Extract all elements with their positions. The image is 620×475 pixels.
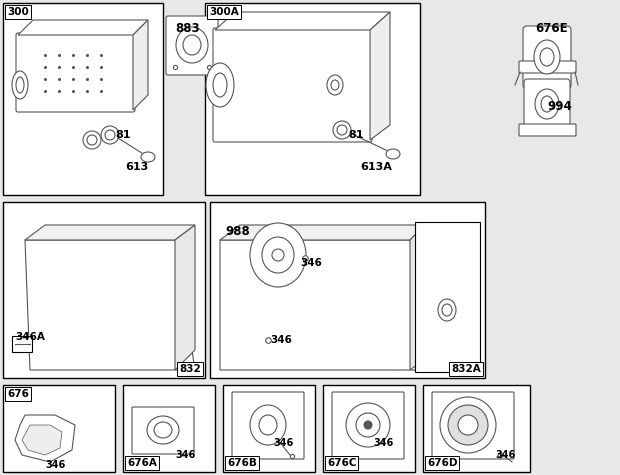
Ellipse shape — [16, 77, 24, 93]
Text: 883: 883 — [175, 22, 200, 35]
Text: 676D: 676D — [427, 458, 458, 468]
Ellipse shape — [386, 149, 400, 159]
Text: 613A: 613A — [360, 162, 392, 172]
FancyBboxPatch shape — [16, 33, 135, 112]
Ellipse shape — [250, 405, 286, 445]
Ellipse shape — [87, 135, 97, 145]
Ellipse shape — [250, 223, 306, 287]
FancyBboxPatch shape — [166, 16, 218, 75]
Text: 346: 346 — [273, 438, 293, 448]
Ellipse shape — [541, 96, 553, 112]
FancyBboxPatch shape — [332, 392, 404, 459]
FancyBboxPatch shape — [232, 392, 304, 459]
Ellipse shape — [458, 415, 478, 435]
Text: 613: 613 — [125, 162, 148, 172]
Text: 346: 346 — [373, 438, 393, 448]
Text: 81: 81 — [348, 130, 363, 140]
Ellipse shape — [176, 27, 208, 63]
Text: 300: 300 — [7, 7, 29, 17]
Ellipse shape — [272, 249, 284, 261]
Polygon shape — [22, 425, 62, 455]
Ellipse shape — [534, 40, 560, 74]
Text: 346: 346 — [495, 450, 515, 460]
FancyBboxPatch shape — [523, 26, 571, 89]
Polygon shape — [220, 225, 425, 240]
Text: 300A: 300A — [209, 7, 239, 17]
Text: 346: 346 — [45, 460, 65, 470]
Ellipse shape — [442, 304, 452, 316]
Ellipse shape — [440, 397, 496, 453]
FancyBboxPatch shape — [432, 392, 514, 459]
Polygon shape — [220, 240, 430, 370]
Polygon shape — [15, 415, 75, 462]
Ellipse shape — [448, 405, 488, 445]
Text: 676C: 676C — [327, 458, 356, 468]
Text: 346: 346 — [300, 258, 322, 268]
FancyBboxPatch shape — [213, 28, 372, 142]
Text: 346: 346 — [175, 450, 195, 460]
Bar — [12, 336, 32, 352]
Bar — [3, 3, 163, 195]
Ellipse shape — [337, 125, 347, 135]
FancyBboxPatch shape — [519, 61, 576, 73]
Bar — [323, 385, 415, 472]
Ellipse shape — [356, 413, 380, 437]
Text: 832: 832 — [179, 364, 201, 374]
Bar — [223, 385, 315, 472]
Ellipse shape — [105, 130, 115, 140]
FancyBboxPatch shape — [132, 407, 194, 454]
Bar — [423, 385, 530, 472]
Bar — [210, 202, 485, 378]
Ellipse shape — [154, 422, 172, 438]
Ellipse shape — [183, 35, 201, 55]
Bar — [205, 3, 420, 195]
Polygon shape — [25, 240, 195, 370]
Ellipse shape — [438, 299, 456, 321]
FancyBboxPatch shape — [524, 79, 570, 130]
Ellipse shape — [147, 416, 179, 444]
Ellipse shape — [12, 71, 28, 99]
Polygon shape — [175, 225, 195, 370]
Text: eReplacementParts.com: eReplacementParts.com — [225, 283, 395, 297]
Ellipse shape — [259, 415, 277, 435]
Text: 676: 676 — [7, 389, 29, 399]
Ellipse shape — [364, 421, 372, 429]
Ellipse shape — [327, 75, 343, 95]
Bar — [123, 385, 215, 472]
Ellipse shape — [346, 403, 390, 447]
Ellipse shape — [333, 121, 351, 139]
Bar — [415, 222, 480, 372]
Polygon shape — [370, 12, 390, 140]
Polygon shape — [215, 12, 390, 30]
Text: 676A: 676A — [127, 458, 157, 468]
Text: 81: 81 — [115, 130, 130, 140]
Ellipse shape — [540, 48, 554, 66]
Polygon shape — [133, 20, 148, 110]
FancyBboxPatch shape — [519, 124, 576, 136]
Text: 676B: 676B — [227, 458, 257, 468]
Text: 994: 994 — [547, 100, 572, 113]
Bar — [3, 385, 115, 472]
Text: 346A: 346A — [15, 332, 45, 342]
Ellipse shape — [535, 89, 559, 119]
Ellipse shape — [262, 237, 294, 273]
Ellipse shape — [213, 73, 227, 97]
Polygon shape — [18, 20, 148, 35]
Ellipse shape — [206, 63, 234, 107]
Text: 832A: 832A — [451, 364, 481, 374]
Bar — [3, 202, 205, 378]
Ellipse shape — [141, 152, 155, 162]
Text: 676E: 676E — [535, 22, 568, 35]
Polygon shape — [410, 225, 430, 370]
Ellipse shape — [331, 80, 339, 90]
Ellipse shape — [101, 126, 119, 144]
Text: 988: 988 — [225, 225, 250, 238]
Polygon shape — [25, 225, 195, 240]
Text: 346: 346 — [270, 335, 292, 345]
Ellipse shape — [83, 131, 101, 149]
